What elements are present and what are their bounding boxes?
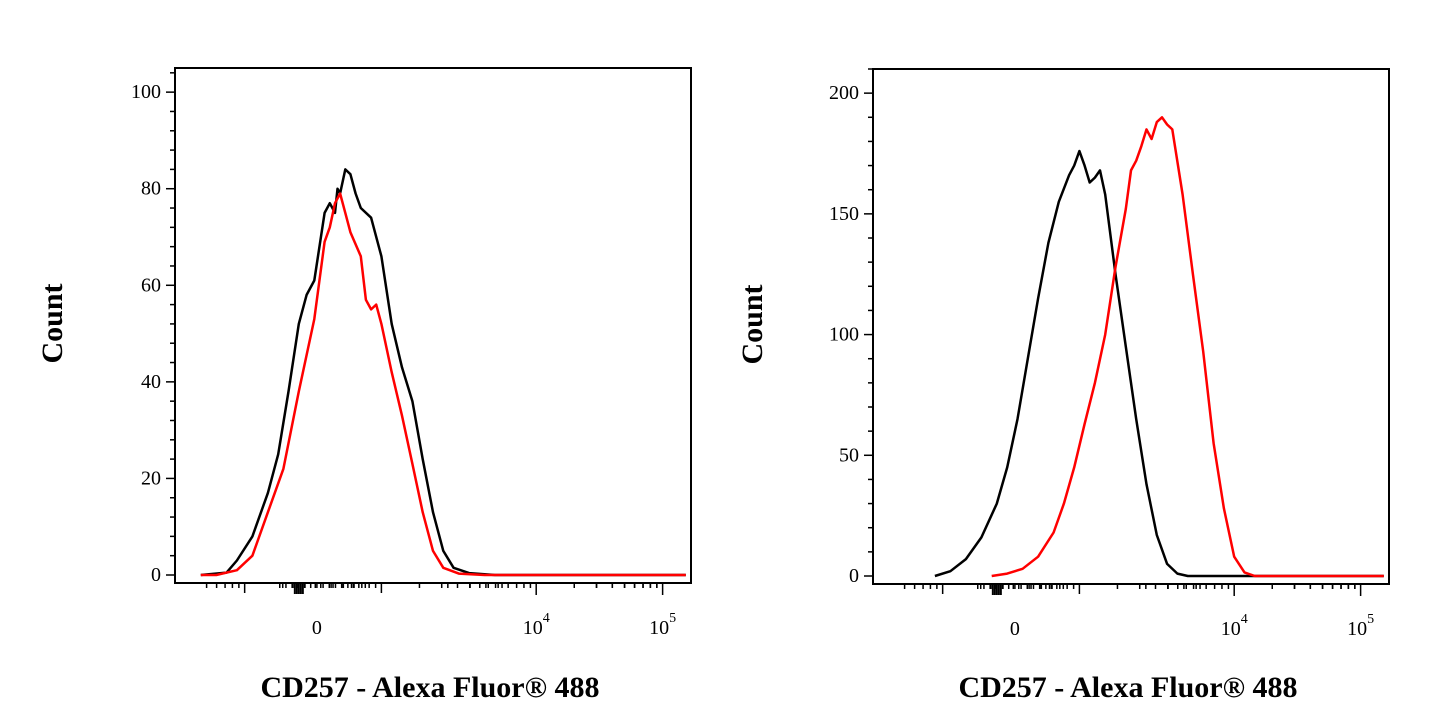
y-tick-label: 100 bbox=[829, 324, 859, 346]
black-histogram-line bbox=[934, 149, 1384, 578]
histogram-panel-1: 0 20 40 60 80 100 0 104 105 CD257 - Alexa Fluor® … bbox=[36, 67, 692, 704]
y-tick-label: 0 bbox=[151, 564, 161, 586]
y-axis-title: Count bbox=[736, 284, 769, 364]
y-tick-label: 150 bbox=[829, 203, 859, 225]
y-tick-label: 50 bbox=[839, 444, 859, 466]
x-tick-label: 104 bbox=[1221, 612, 1248, 640]
x-tick-label: 105 bbox=[649, 611, 676, 639]
x-axis-title: CD257 - Alexa Fluor® 488 bbox=[958, 671, 1297, 704]
plot-frame bbox=[872, 68, 1390, 585]
y-tick-label: 0 bbox=[849, 565, 859, 587]
y-axis-title: Count bbox=[36, 283, 69, 363]
plot-frame bbox=[174, 67, 692, 584]
y-tick-label: 100 bbox=[131, 81, 161, 103]
y-tick-label: 200 bbox=[829, 82, 859, 104]
histogram-panel-2: 0 50 100 150 200 0 104 105 CD257 - Alexa Fluor® … bbox=[736, 68, 1390, 704]
x-axis-title: CD257 - Alexa Fluor® 488 bbox=[260, 671, 599, 704]
x-tick-label: 105 bbox=[1347, 612, 1374, 640]
y-tick-label: 40 bbox=[141, 371, 161, 393]
y-tick-label: 80 bbox=[141, 178, 161, 200]
y-tick-label: 60 bbox=[141, 274, 161, 296]
x-tick-label: 104 bbox=[523, 611, 550, 639]
x-tick-label: 0 bbox=[312, 617, 322, 639]
black-histogram-line bbox=[200, 168, 686, 577]
y-tick-label: 20 bbox=[141, 467, 161, 489]
red-histogram-line bbox=[991, 116, 1384, 578]
red-histogram-line bbox=[200, 192, 686, 577]
x-tick-label: 0 bbox=[1010, 618, 1020, 640]
